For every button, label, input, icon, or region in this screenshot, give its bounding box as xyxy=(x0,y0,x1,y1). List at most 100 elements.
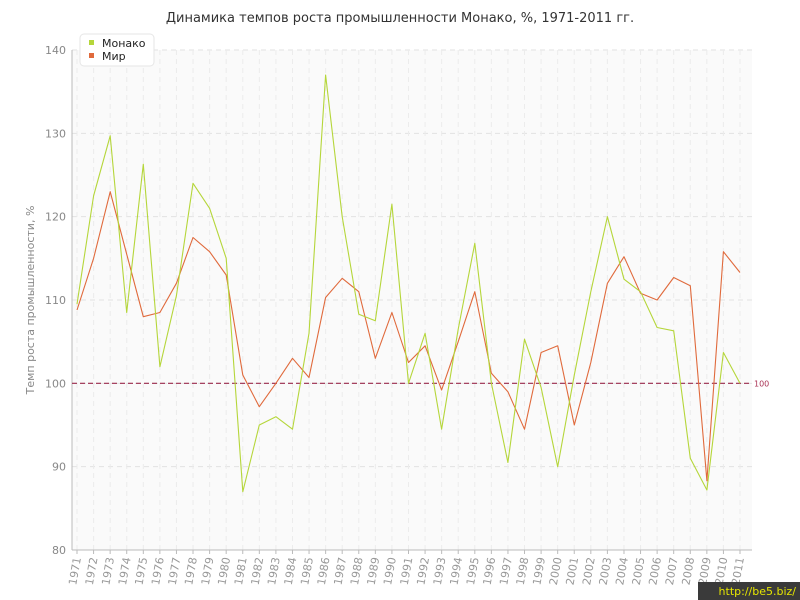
x-tick-label: 2011 xyxy=(729,556,747,586)
data-point-monaco xyxy=(92,194,96,198)
x-tick-label: 1995 xyxy=(464,556,482,586)
data-point-monaco xyxy=(141,162,145,166)
x-tick-label: 2000 xyxy=(547,556,565,586)
y-tick-label: 130 xyxy=(45,127,66,140)
x-tick-label: 1991 xyxy=(398,556,416,586)
data-point-monaco xyxy=(539,386,543,390)
data-point-world xyxy=(241,373,245,377)
x-tick-label: 1997 xyxy=(497,556,515,586)
x-tick-label: 1992 xyxy=(414,556,432,586)
data-point-monaco xyxy=(75,302,79,306)
x-tick-label: 1986 xyxy=(315,556,333,586)
y-tick-label: 120 xyxy=(45,211,66,224)
data-point-monaco xyxy=(125,311,129,315)
data-point-world xyxy=(324,296,328,300)
data-point-monaco xyxy=(274,415,278,419)
data-point-world xyxy=(208,250,212,254)
data-point-monaco xyxy=(307,331,311,335)
data-point-world xyxy=(307,376,311,380)
watermark: http://be5.biz/ xyxy=(718,585,796,598)
y-tick-label: 110 xyxy=(45,294,66,307)
x-tick-label: 2009 xyxy=(696,556,714,586)
data-point-monaco xyxy=(407,381,411,385)
data-point-monaco xyxy=(589,290,593,294)
x-tick-label: 1989 xyxy=(365,556,383,586)
x-tick-label: 1975 xyxy=(133,556,151,586)
data-point-world xyxy=(655,298,659,302)
legend-swatch-monaco xyxy=(89,40,94,45)
x-tick-label: 1971 xyxy=(66,556,84,586)
data-point-world xyxy=(373,356,377,360)
data-point-world xyxy=(539,351,543,355)
x-tick-label: 1980 xyxy=(215,556,233,586)
data-point-monaco xyxy=(373,319,377,323)
data-point-world xyxy=(158,311,162,315)
data-point-monaco xyxy=(622,277,626,281)
x-ticks: 1971197219731974197519761977197819791980… xyxy=(66,556,747,586)
data-point-monaco xyxy=(523,337,527,341)
x-tick-label: 1974 xyxy=(116,556,134,586)
x-tick-label: 2001 xyxy=(564,556,582,586)
data-point-world xyxy=(125,252,129,256)
watermark-background xyxy=(698,582,800,600)
x-tick-label: 1994 xyxy=(448,556,466,586)
data-point-world xyxy=(440,388,444,392)
series-line-monaco xyxy=(76,74,741,493)
data-point-world xyxy=(290,356,294,360)
data-point-world xyxy=(92,256,96,260)
data-point-world xyxy=(672,276,676,280)
data-point-monaco xyxy=(456,327,460,331)
data-point-world xyxy=(473,290,477,294)
data-point-monaco xyxy=(390,202,394,206)
series-line-world xyxy=(76,191,741,482)
data-point-world xyxy=(688,284,692,288)
x-tick-label: 2004 xyxy=(613,556,631,586)
data-point-world xyxy=(506,390,510,394)
data-point-monaco xyxy=(738,381,742,385)
x-tick-label: 1993 xyxy=(431,556,449,586)
data-point-world xyxy=(108,190,112,194)
legend-box xyxy=(79,33,155,67)
y-tick-label: 80 xyxy=(52,544,66,557)
data-point-world xyxy=(738,271,742,275)
data-point-world xyxy=(141,315,145,319)
data-point-monaco xyxy=(241,490,245,494)
data-point-monaco xyxy=(489,381,493,385)
data-point-monaco xyxy=(639,290,643,294)
x-tick-label: 1983 xyxy=(265,556,283,586)
data-point-monaco xyxy=(290,427,294,431)
plot-area xyxy=(72,50,752,550)
x-tick-label: 1977 xyxy=(166,556,184,586)
x-tick-label: 1978 xyxy=(182,556,200,586)
data-point-world xyxy=(523,427,527,431)
data-point-monaco xyxy=(721,351,725,355)
x-tick-label: 1982 xyxy=(249,556,267,586)
data-point-monaco xyxy=(257,423,261,427)
reference-line-label: 100 xyxy=(754,379,769,388)
x-tick-label: 1999 xyxy=(530,556,548,586)
data-point-world xyxy=(274,381,278,385)
x-tick-label: 1972 xyxy=(83,556,101,586)
data-point-monaco xyxy=(224,256,228,260)
x-tick-label: 1973 xyxy=(99,556,117,586)
data-point-monaco xyxy=(506,461,510,465)
data-point-monaco xyxy=(705,488,709,492)
x-tick-label: 2010 xyxy=(713,556,731,586)
data-point-world xyxy=(721,250,725,254)
y-tick-label: 100 xyxy=(45,377,66,390)
x-tick-label: 2006 xyxy=(646,556,664,586)
data-point-monaco xyxy=(572,373,576,377)
data-point-monaco xyxy=(191,181,195,185)
data-point-world xyxy=(589,361,593,365)
data-point-monaco xyxy=(357,312,361,316)
x-tick-label: 2002 xyxy=(580,556,598,586)
x-tick-label: 1985 xyxy=(298,556,316,586)
data-point-world xyxy=(622,255,626,259)
y-ticks: 80 90 100 110 120 130 140 xyxy=(45,44,66,557)
legend-label-monaco: Монако xyxy=(102,37,146,50)
y-tick-label: 90 xyxy=(52,461,66,474)
reference-line-group: 100 xyxy=(72,379,769,388)
x-tick-label: 2007 xyxy=(663,556,681,586)
data-point-monaco xyxy=(655,326,659,330)
x-tick-label: 1984 xyxy=(282,556,300,586)
